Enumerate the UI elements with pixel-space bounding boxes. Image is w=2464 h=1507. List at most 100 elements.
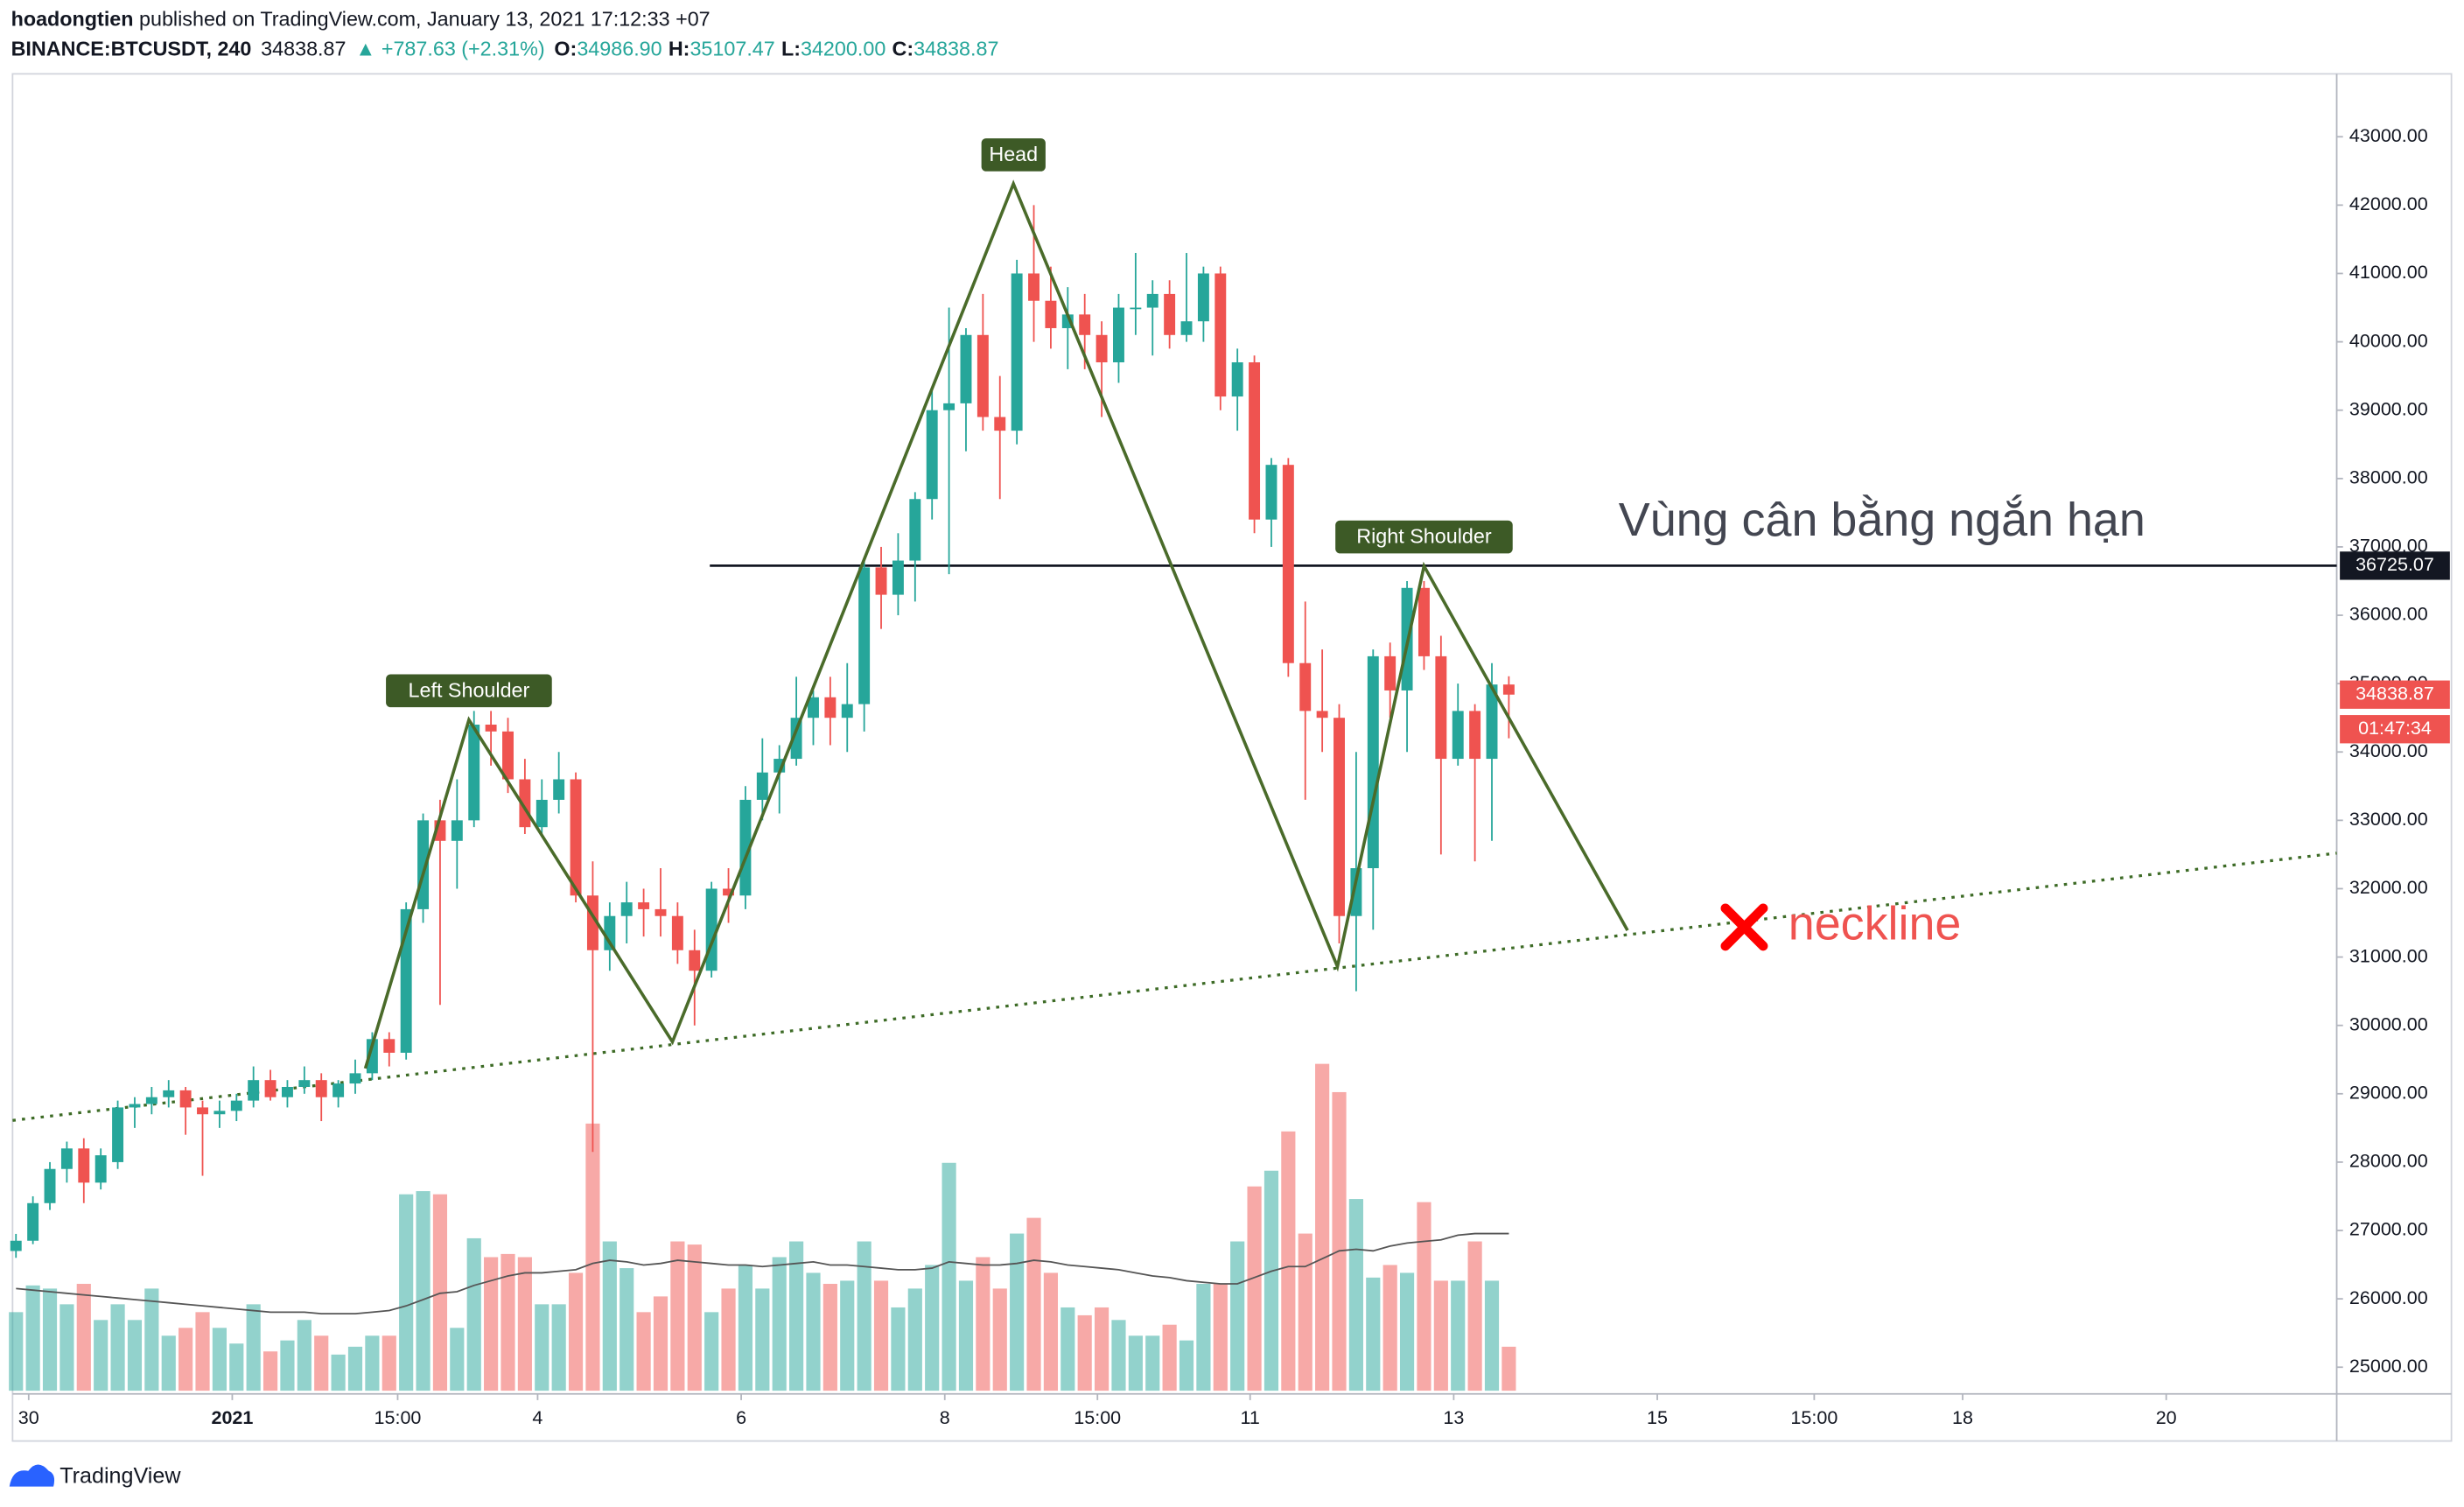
- volume-bar: [653, 1296, 668, 1391]
- frame: [11, 73, 2453, 1442]
- pattern-label-box: [1335, 520, 1513, 554]
- candle-body: [230, 1100, 242, 1111]
- candle-body: [1316, 711, 1328, 718]
- candle-body: [94, 1155, 107, 1183]
- volume-bar: [466, 1237, 481, 1391]
- zone-annotation: Vùng cân bằng ngắn hạn: [1619, 494, 2146, 546]
- low: 34200.00: [801, 38, 886, 60]
- volume-bar: [976, 1257, 990, 1391]
- volume-bar: [568, 1272, 584, 1391]
- candle-body: [1079, 314, 1091, 335]
- volume-bar: [992, 1288, 1007, 1391]
- candle-body: [671, 915, 683, 950]
- candle-body: [1469, 711, 1481, 760]
- volume-bar: [1467, 1241, 1482, 1391]
- level-tag: 36725.07: [2356, 554, 2434, 575]
- footer-brand: TradingView: [60, 1464, 181, 1489]
- volume-bar: [1502, 1346, 1516, 1391]
- volume-bar: [535, 1304, 550, 1391]
- y-tick-label: 41000.00: [2349, 262, 2428, 283]
- volume-bar: [1026, 1217, 1041, 1391]
- candle-body: [298, 1080, 311, 1087]
- symbol: BINANCE:BTCUSDT, 240: [11, 38, 252, 60]
- candle-body: [1197, 273, 1209, 322]
- candle-body: [1350, 868, 1362, 916]
- volume-bar: [551, 1304, 566, 1391]
- candle-body: [723, 888, 735, 896]
- candle-body: [27, 1202, 39, 1241]
- volume-ma: [16, 1232, 1509, 1315]
- candle-body: [1231, 362, 1243, 397]
- x-tick-label: 18: [1952, 1407, 1973, 1428]
- volume-bar: [178, 1328, 193, 1391]
- volume-bar: [1399, 1272, 1415, 1391]
- candle-body: [451, 820, 463, 841]
- volume-bar: [127, 1320, 143, 1391]
- neckline-annotation: neckline: [1788, 898, 1962, 950]
- candle-body: [1299, 662, 1312, 711]
- candle-body: [1028, 273, 1040, 301]
- pattern-label-box: [981, 138, 1046, 172]
- candle-body: [129, 1104, 141, 1108]
- level-tag-box: [2340, 551, 2450, 580]
- candle-body: [163, 1090, 175, 1097]
- volume-bar: [1247, 1186, 1262, 1391]
- candle-body: [10, 1240, 22, 1251]
- candle-body: [638, 902, 650, 909]
- volume-bar: [789, 1241, 804, 1391]
- volume-bar: [297, 1320, 312, 1391]
- candle-body: [943, 403, 956, 410]
- x-tick-label: 11: [1241, 1407, 1260, 1428]
- volume-bar: [738, 1265, 753, 1391]
- x-tick-label: 30: [18, 1407, 39, 1428]
- x-tick-label: 15:00: [1790, 1407, 1838, 1428]
- last: 34838.87: [261, 38, 346, 60]
- volume-bar: [347, 1346, 363, 1391]
- candle-body: [1146, 293, 1158, 308]
- candle-body: [366, 1039, 378, 1074]
- candle-body: [976, 334, 989, 417]
- x-tick-label: 15:00: [1074, 1407, 1121, 1428]
- pattern-label: Head: [989, 143, 1038, 165]
- y-tick-label: 27000.00: [2349, 1219, 2428, 1240]
- volume-bar: [1060, 1307, 1075, 1391]
- x-tick-label: 15: [1647, 1407, 1668, 1428]
- volume-bar: [907, 1288, 922, 1391]
- volume-bar: [1162, 1324, 1177, 1391]
- plot: 25000.00 26000.00 27000.00 28000.00 29000.00…: [9, 125, 2428, 1428]
- volume-bar: [262, 1351, 278, 1391]
- x-tick-label: 15:00: [374, 1407, 422, 1428]
- open: 34986.90: [577, 38, 662, 60]
- candle-body: [485, 725, 497, 732]
- candle-body: [1180, 321, 1193, 335]
- candle-body: [1130, 307, 1142, 310]
- volume-bar: [280, 1340, 295, 1391]
- candle-body: [502, 731, 514, 780]
- volume-bar: [620, 1268, 634, 1391]
- candle-body: [909, 499, 921, 561]
- candle-body: [60, 1148, 73, 1169]
- volume-bar: [484, 1257, 499, 1391]
- countdown-tag: 01:47:34: [2358, 718, 2432, 739]
- last-price-tag-box: [2340, 680, 2450, 709]
- volume-bar: [755, 1288, 770, 1391]
- volume-bar: [585, 1123, 600, 1391]
- candle-body: [44, 1168, 56, 1203]
- candle-body: [604, 915, 616, 950]
- volume-bar: [110, 1304, 125, 1391]
- volume-bar: [1332, 1091, 1347, 1391]
- symbol-line: BINANCE:BTCUSDT, 240 34838.87 ▲ +787.63 (+…: [11, 38, 999, 60]
- candle-body: [689, 950, 701, 971]
- volume-bar: [1213, 1284, 1228, 1391]
- volume-bar: [1433, 1280, 1448, 1391]
- volume-bar: [195, 1312, 210, 1391]
- change: ▲ +787.63 (+2.31%): [355, 38, 544, 60]
- volume-bar: [416, 1191, 430, 1391]
- volume-bar: [25, 1285, 40, 1391]
- candle-body: [112, 1107, 124, 1162]
- y-tick-label: 28000.00: [2349, 1151, 2428, 1172]
- volume-bar: [1315, 1063, 1330, 1391]
- y-tick-label: 34000.00: [2349, 740, 2428, 761]
- candle-body: [756, 772, 768, 800]
